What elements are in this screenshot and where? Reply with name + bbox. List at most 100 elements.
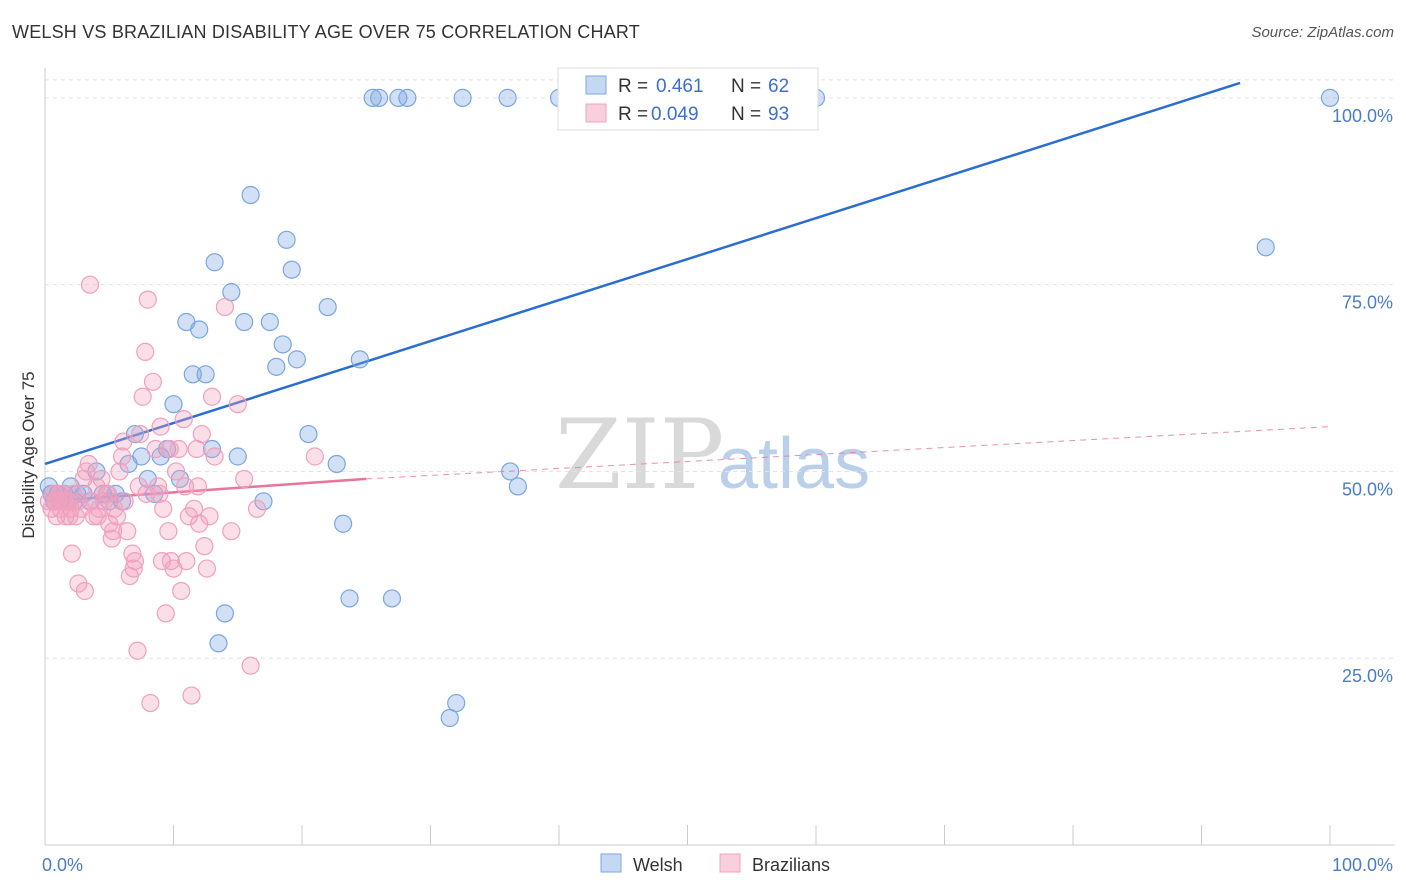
brazilians-point-33 (123, 544, 142, 563)
brazilians-point-79 (114, 432, 133, 451)
y-tick-label-1: 50.0% (1342, 479, 1393, 499)
brazilians-point-28 (110, 462, 129, 481)
welsh-point-45 (299, 424, 318, 444)
bottom-legend: Welsh Brazilians (600, 853, 830, 875)
welsh-point-31 (205, 253, 224, 272)
brazilians-point-74 (75, 581, 94, 601)
brazilians-point-30 (115, 492, 134, 511)
brazilians-point-40 (141, 693, 160, 713)
welsh-point-64 (1256, 238, 1275, 257)
welsh-point-53 (382, 589, 402, 608)
welsh-point-27 (183, 365, 202, 384)
brazilians-point-60 (192, 424, 211, 444)
welsh-point-35 (228, 447, 247, 466)
brazilians-point-16 (79, 454, 98, 474)
brazilians-point-66 (215, 297, 234, 317)
brazilians-point-85 (160, 439, 179, 459)
welsh-point-57 (447, 693, 466, 713)
brazilians-point-42 (146, 439, 165, 459)
brazilians-point-47 (159, 522, 178, 541)
brazilians-point-35 (128, 641, 147, 660)
y-tick-label-2: 75.0% (1342, 293, 1393, 313)
bottom-legend-welsh: Welsh (633, 855, 683, 875)
welsh-point-60 (501, 462, 520, 481)
welsh-point-51 (363, 88, 382, 107)
brazilians-point-62 (197, 559, 217, 578)
legend-welsh-r-value: 0.461 (656, 76, 704, 97)
brazilians-point-82 (137, 484, 156, 503)
brazilians-point-61 (195, 537, 214, 556)
brazilians-point-87 (188, 477, 208, 496)
x-tick-label-0: 0.0% (42, 855, 83, 875)
welsh-point-48 (334, 514, 353, 533)
brazilians-point-15 (77, 462, 96, 481)
y-tick-labels: 25.0% 50.0% 75.0% 100.0% (1332, 106, 1393, 686)
brazilians-point-84 (152, 551, 172, 571)
brazilians-point-12 (69, 492, 88, 511)
brazilians-point-44 (151, 417, 170, 436)
bottom-legend-swatch-brazilians (719, 853, 741, 873)
brazilians-point-77 (98, 484, 118, 503)
welsh-point-59 (498, 88, 517, 107)
brazilians-point-31 (118, 522, 137, 541)
welsh-point-49 (340, 589, 359, 608)
brazilians-point-78 (104, 522, 123, 541)
legend-brazilians-n-value: 93 (768, 104, 789, 125)
brazilians-point-64 (202, 387, 222, 406)
brazilians-point-53 (174, 410, 193, 429)
brazilians-point-75 (80, 275, 100, 294)
welsh-point-38 (254, 492, 273, 511)
brazilians-point-69 (235, 469, 254, 489)
brazilians-point-56 (182, 686, 201, 705)
legend-swatch-brazilians (585, 103, 607, 123)
welsh-point-41 (273, 335, 292, 354)
welsh-point-24 (164, 395, 183, 414)
top-legend: R = 0.461 N = 62 R = 0.049 N = 93 (557, 67, 819, 131)
y-tick-label-0: 25.0% (1342, 666, 1393, 686)
brazilians-point-29 (112, 447, 132, 466)
brazilians-point-92 (305, 447, 324, 466)
brazilians-point-80 (124, 559, 143, 578)
brazilians-point-67 (222, 522, 241, 541)
welsh-point-32 (215, 604, 234, 623)
welsh-point-29 (196, 365, 215, 384)
welsh-point-61 (508, 477, 527, 496)
watermark-zip: ZIP (555, 399, 724, 511)
grid-lines (45, 79, 1395, 659)
brazilians-trend-extension (366, 426, 1331, 480)
welsh-point-46 (318, 297, 337, 317)
brazilians-point-70 (241, 656, 260, 675)
brazilians-point-73 (69, 574, 88, 593)
axes (44, 68, 1395, 846)
welsh-point-55 (398, 88, 417, 107)
brazilians-point-71 (247, 499, 267, 518)
brazilians-point-76 (88, 507, 107, 526)
welsh-point-28 (190, 320, 209, 339)
welsh-point-30 (202, 439, 222, 459)
chart-source: Source: ZipAtlas.com (1251, 24, 1394, 41)
welsh-point-65 (1320, 88, 1340, 107)
brazilians-point-54 (177, 551, 196, 571)
legend-welsh-r-label: R = (618, 76, 648, 97)
welsh-point-39 (260, 312, 279, 332)
legend-welsh-n-label: N = (731, 76, 761, 97)
brazilians-point-36 (130, 424, 150, 444)
chart-title: WELSH VS BRAZILIAN DISABILITY AGE OVER 7… (12, 22, 640, 42)
welsh-point-37 (241, 185, 260, 205)
legend-swatch-welsh (585, 75, 607, 95)
welsh-point-40 (267, 357, 286, 376)
brazilians-point-39 (138, 290, 157, 309)
y-axis-label: Disability Age Over 75 (19, 371, 38, 538)
welsh-point-52 (370, 88, 389, 107)
welsh-points (39, 88, 1340, 728)
brazilians-point-38 (136, 342, 155, 362)
welsh-point-33 (209, 634, 228, 653)
welsh-point-58 (453, 88, 472, 107)
brazilians-point-63 (200, 507, 219, 526)
brazilians-point-50 (166, 462, 186, 481)
brazilians-point-34 (125, 551, 145, 571)
welsh-point-36 (235, 312, 254, 332)
brazilians-point-86 (175, 477, 195, 496)
brazilians-point-72 (62, 544, 82, 563)
